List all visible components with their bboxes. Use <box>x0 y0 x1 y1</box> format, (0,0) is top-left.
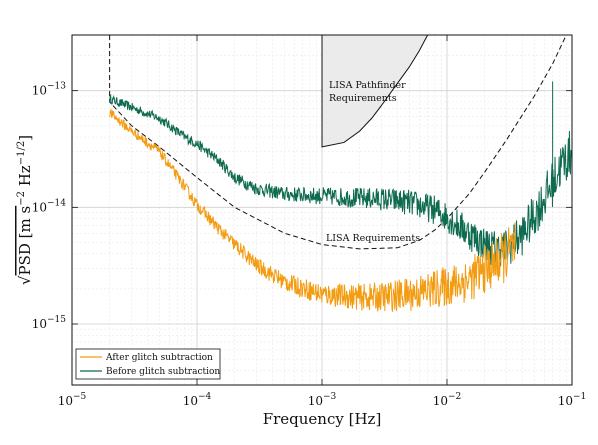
y-axis-title-main: PSD [m s <box>16 206 34 276</box>
x-tick-label: 10−4 <box>183 392 212 408</box>
legend-box <box>75 348 221 380</box>
x-tick-labels: 10−5 10−4 10−3 10−2 10−1 <box>58 392 587 408</box>
y-axis-title-group: √PSD [m s−2 Hz−1/2] <box>16 135 34 285</box>
y-axis-title-close: ] <box>16 135 34 141</box>
before-glitch-subtraction-line <box>109 93 572 268</box>
y-tick-labels: 10−15 10−14 10−13 <box>32 82 67 331</box>
x-tick-label: 10−2 <box>433 392 462 408</box>
tick-marks <box>71 35 573 385</box>
y-axis-title-hz: Hz <box>16 165 34 191</box>
y-axis-title-exp1: −2 <box>16 191 27 206</box>
lisa-requirements-curve <box>109 35 567 250</box>
y-axis-title-sqrt: √ <box>16 275 34 285</box>
legend-label-before: Before glitch subtraction <box>106 367 220 377</box>
lisa-pathfinder-requirement-region <box>321 35 429 148</box>
y-axis-title: √PSD [m s−2 Hz−1/2] <box>16 135 34 285</box>
legend: After glitch subtraction Before glitch s… <box>75 348 221 380</box>
y-tick-label: 10−14 <box>32 198 67 214</box>
lisa-pathfinder-label-line2: Requirements <box>329 93 397 104</box>
after-glitch-subtraction-line <box>109 108 516 312</box>
lisa-pathfinder-label-line1: LISA Pathfinder <box>329 80 406 91</box>
lisa-requirements-label: LISA Requirements <box>326 233 420 244</box>
x-tick-label: 10−1 <box>558 392 587 408</box>
y-tick-label: 10−13 <box>32 82 67 98</box>
x-tick-label: 10−3 <box>308 392 337 408</box>
y-axis-title-exp2: −1/2 <box>16 141 27 165</box>
y-tick-label: 10−15 <box>32 315 67 331</box>
x-tick-label: 10−5 <box>58 392 87 408</box>
legend-label-after: After glitch subtraction <box>105 353 213 363</box>
x-axis-title: Frequency [Hz] <box>263 410 382 428</box>
